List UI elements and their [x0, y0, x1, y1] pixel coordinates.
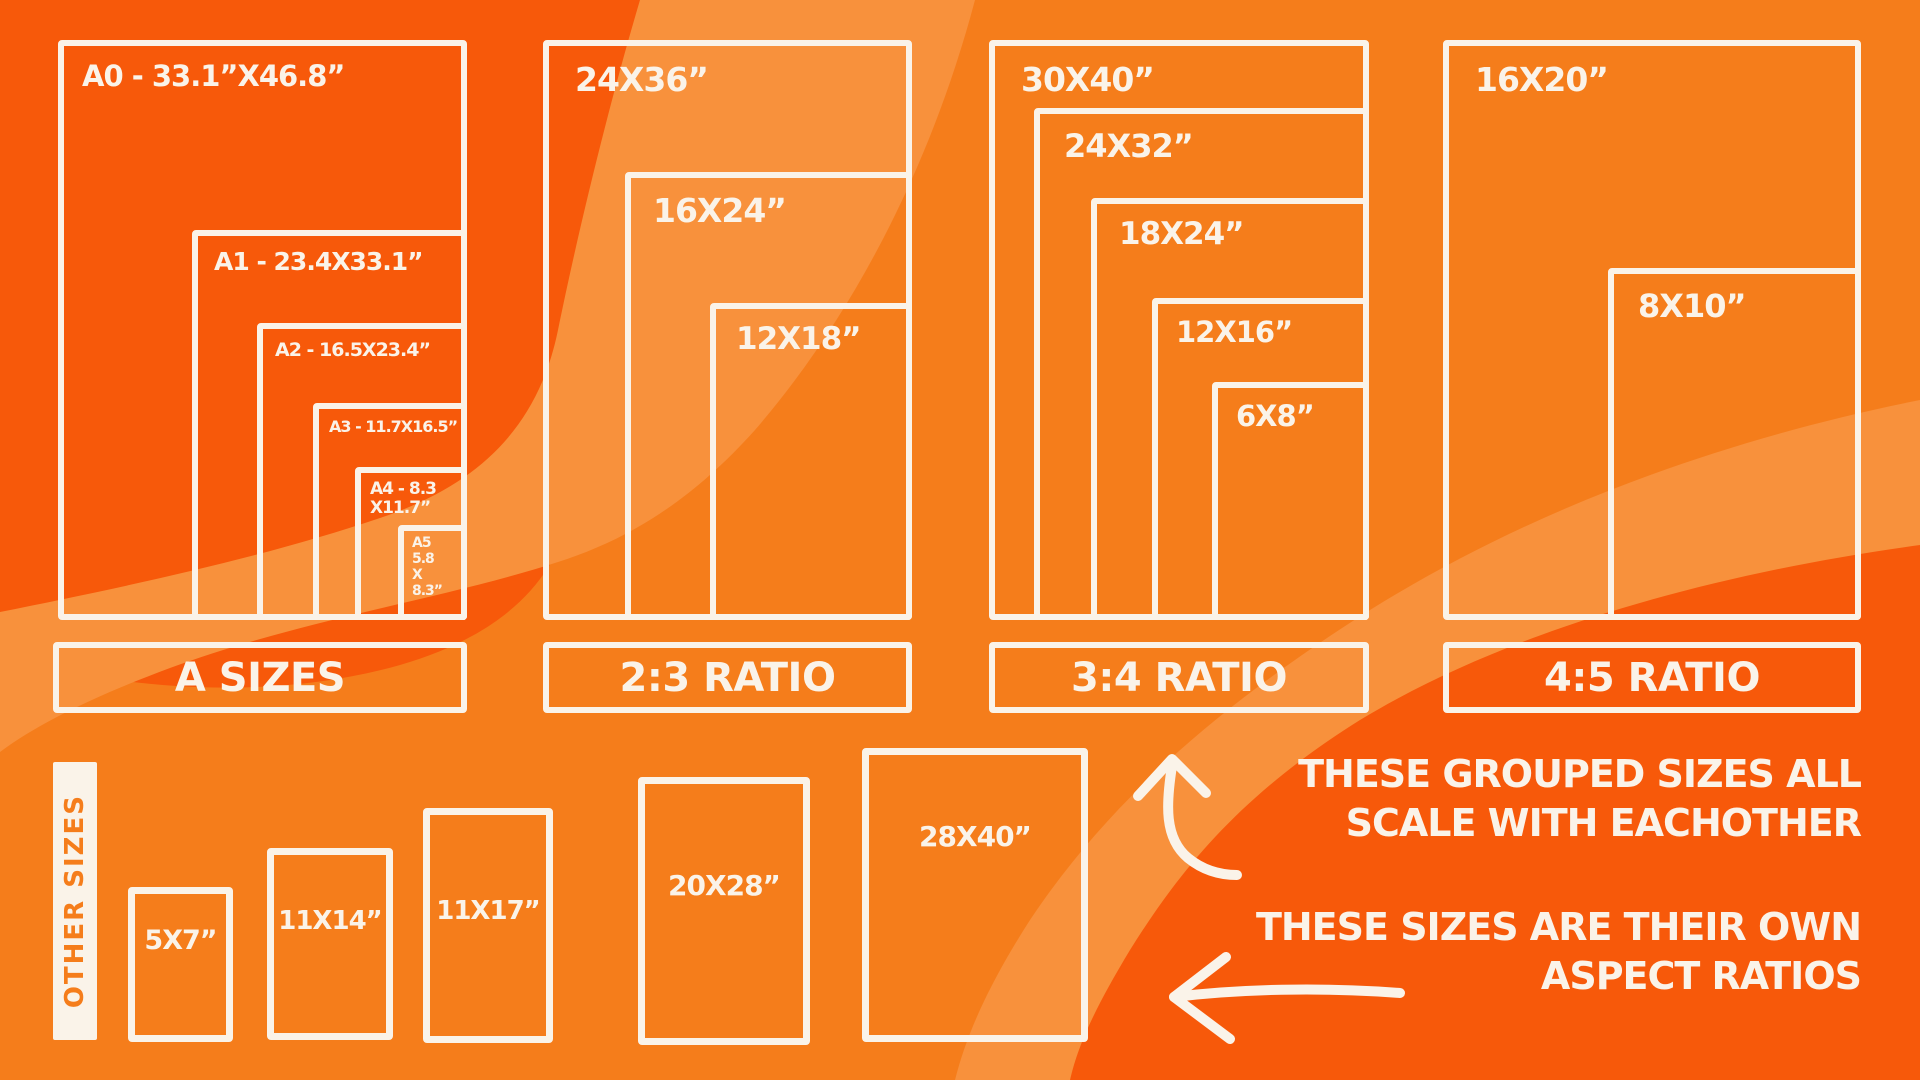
size-label-28x40: 28X40” — [919, 820, 1032, 853]
size-label-12x16: 12X16” — [1176, 315, 1293, 349]
size-label-20x28: 20X28” — [668, 869, 781, 902]
background-light-ribbon-wave — [0, 0, 975, 752]
group-caption-2-3-ratio: 2:3 RATIO — [543, 642, 912, 713]
size-label-30x40: 30X40” — [1021, 60, 1155, 99]
annotation-aspect-note-line2: ASPECT RATIOS — [1540, 954, 1862, 998]
annotation-aspect-note: THESE SIZES ARE THEIR OWN ASPECT RATIOS — [1081, 903, 1862, 1001]
background-bright-right-wave — [1070, 545, 1920, 1080]
annotation-scale-note-line1: THESE GROUPED SIZES ALL — [1298, 752, 1862, 796]
size-label-11x14: 11X14” — [278, 906, 383, 936]
other-sizes-strip: OTHER SIZES — [53, 762, 97, 1040]
size-box-a5: A5 5.8 X 8.3” — [398, 525, 467, 620]
size-box-20x28: 20X28” — [638, 777, 810, 1045]
group-caption-3-4-ratio: 3:4 RATIO — [989, 642, 1369, 713]
group-caption-a-sizes: A SIZES — [53, 642, 467, 713]
size-label-a1: A1 - 23.4X33.1” — [214, 247, 424, 276]
size-label-12x18: 12X18” — [736, 321, 862, 357]
size-label-a4: A4 - 8.3 X11.7” — [370, 479, 437, 519]
size-label-11x17: 11X17” — [436, 896, 541, 926]
size-label-a0: A0 - 33.1”X46.8” — [82, 59, 345, 93]
group-caption-label: A SIZES — [174, 654, 346, 701]
annotation-scale-note-line2: SCALE WITH EACHOTHER — [1345, 801, 1862, 845]
size-box-11x17: 11X17” — [423, 808, 553, 1043]
size-label-8x10: 8X10” — [1638, 287, 1746, 325]
annotation-scale-note: THESE GROUPED SIZES ALL SCALE WITH EACHO… — [1081, 750, 1862, 848]
size-label-5x7: 5X7” — [144, 925, 217, 956]
size-label-a2: A2 - 16.5X23.4” — [275, 339, 431, 361]
curved-up-arrow-icon — [1133, 754, 1242, 880]
group-caption-label: 4:5 RATIO — [1544, 654, 1760, 701]
size-box-28x40: 28X40” — [862, 748, 1088, 1042]
size-box-5x7: 5X7” — [128, 887, 233, 1042]
group-caption-4-5-ratio: 4:5 RATIO — [1443, 642, 1861, 713]
other-sizes-label: OTHER SIZES — [60, 793, 90, 1009]
size-box-11x14: 11X14” — [267, 848, 393, 1040]
size-label-6x8: 6X8” — [1236, 399, 1315, 433]
size-label-a3: A3 - 11.7X16.5” — [329, 417, 458, 436]
annotation-aspect-note-line1: THESE SIZES ARE THEIR OWN — [1255, 905, 1862, 949]
size-box-8x10: 8X10” — [1608, 268, 1861, 620]
left-arrow-icon — [1169, 952, 1405, 1044]
size-label-18x24: 18X24” — [1119, 216, 1245, 252]
size-label-16x20: 16X20” — [1475, 60, 1609, 99]
size-label-24x36: 24X36” — [575, 60, 709, 99]
size-box-6x8: 6X8” — [1212, 382, 1369, 620]
size-label-a5: A5 5.8 X 8.3” — [412, 535, 443, 599]
group-caption-label: 2:3 RATIO — [619, 654, 836, 701]
size-label-24x32: 24X32” — [1064, 127, 1194, 165]
size-label-16x24: 16X24” — [653, 191, 787, 230]
size-box-12x18: 12X18” — [710, 303, 912, 620]
group-caption-label: 3:4 RATIO — [1071, 654, 1287, 701]
